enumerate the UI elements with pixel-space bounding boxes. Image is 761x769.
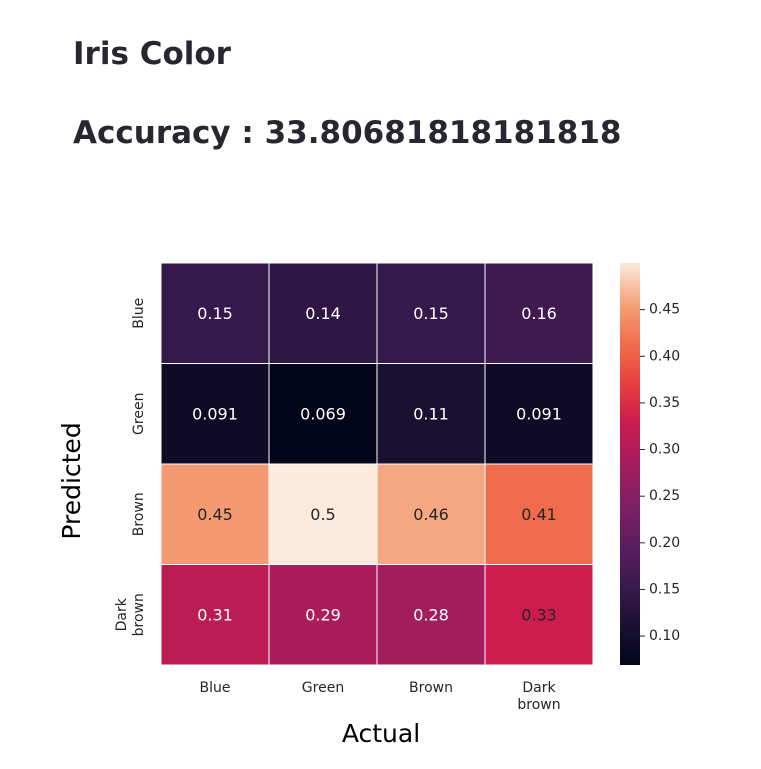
cell-value-label: 0.33 [521,605,557,624]
x-axis-label: Actual [342,719,420,748]
cell-value-label: 0.15 [197,304,233,323]
colorbar-tick-label: 0.45 [649,302,680,318]
heatmap-cell [268,463,378,565]
x-tick-labels: Blue Green Brown Dark brown [200,680,561,713]
cell-value-label: 0.41 [521,505,557,524]
heatmap-cell [160,564,270,666]
colorbar-ticks: 0.10 0.15 0.20 0.25 0.30 0.35 0.40 0.45 [640,302,680,644]
cell-value-label: 0.091 [192,404,238,423]
y-tick-label: Green [131,393,147,435]
cell-value-label: 0.15 [413,304,449,323]
heatmap-cell [484,262,594,364]
y-tick-label: Blue [131,298,147,329]
colorbar-tick-label: 0.35 [649,395,680,411]
y-axis-label: Predicted [57,422,86,539]
cell-value-label: 0.069 [300,404,346,423]
y-tick-labels: Blue Green Brown Darkbrown [114,298,147,637]
colorbar-tick-label: 0.15 [649,581,680,597]
cell-value-label: 0.11 [413,404,449,423]
colorbar-tick-label: 0.20 [649,535,680,551]
colorbar [620,263,640,665]
heatmap-cell [376,262,486,364]
y-tick-label: Brown [131,492,147,536]
heatmap-cell [484,564,594,666]
cell-value-label: 0.45 [197,505,233,524]
cell-value-label: 0.5 [310,505,335,524]
heatmap-cell [268,564,378,666]
cell-value-label: 0.46 [413,505,449,524]
page-title: Iris Color [73,36,231,72]
cell-value-label: 0.14 [305,304,341,323]
colorbar-tick-label: 0.25 [649,488,680,504]
x-tick-label: Blue [200,680,231,696]
heatmap-cells: 0.15 0.14 0.15 0.16 0.091 0.069 0.11 0.091 0.45 0… [160,262,594,666]
cell-value-label: 0.29 [305,605,341,624]
cell-value-label: 0.28 [413,605,449,624]
x-tick-label: Dark brown [517,680,560,713]
cell-value-label: 0.31 [197,605,233,624]
x-tick-label: Brown [409,680,453,696]
heatmap-cell [268,363,378,465]
heatmap-cell [160,363,270,465]
x-tick-label: Green [302,680,344,696]
colorbar-tick-label: 0.40 [649,348,680,364]
heatmap-cell [376,463,486,565]
heatmap-cell [376,363,486,465]
heatmap-cell [484,463,594,565]
accuracy-heading: Accuracy : 33.80681818181818 [73,115,622,151]
cell-value-label: 0.091 [516,404,562,423]
heatmap-cell [484,363,594,465]
colorbar-tick-label: 0.10 [649,628,680,644]
colorbar-tick-label: 0.30 [649,442,680,458]
y-tick-label: Darkbrown [114,593,147,636]
cell-value-label: 0.16 [521,304,557,323]
